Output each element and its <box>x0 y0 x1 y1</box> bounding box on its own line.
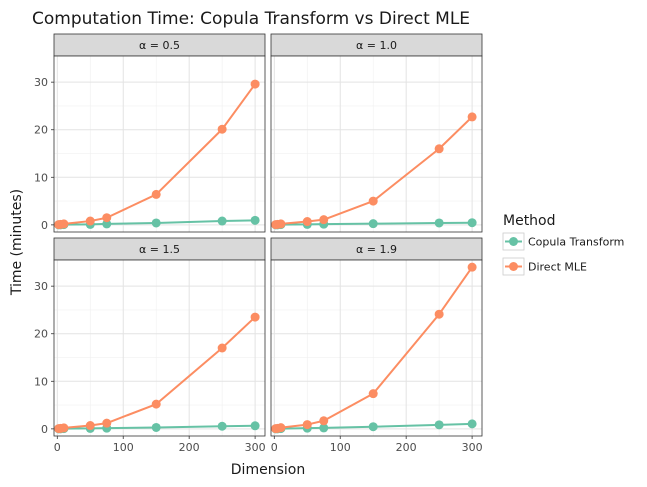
x-tick-label: 100 <box>113 441 134 454</box>
x-tick-label: 0 <box>271 441 278 454</box>
y-axis-title: Time (minutes) <box>9 189 25 296</box>
data-point <box>276 219 286 229</box>
data-point <box>250 312 260 322</box>
data-point <box>217 421 227 431</box>
data-point <box>368 196 378 206</box>
x-tick-label: 300 <box>462 441 483 454</box>
data-point <box>151 189 161 199</box>
facet-panel: α = 0.5 <box>53 33 266 233</box>
x-axes: 0 100 200 300 0 100 200 300 <box>54 436 483 454</box>
legend: Method Copula Transform Direct MLE <box>502 213 624 276</box>
data-point <box>217 216 227 226</box>
facet-panel: α = 1.9 <box>270 237 483 437</box>
data-point <box>467 419 477 429</box>
y-tick-label: 20 <box>34 328 48 341</box>
data-point <box>276 423 286 433</box>
panel-border <box>270 55 483 233</box>
facet-panel: α = 1.5 <box>53 237 266 437</box>
x-tick-label: 0 <box>54 441 61 454</box>
data-point <box>151 399 161 409</box>
data-point <box>319 215 329 225</box>
data-point <box>217 124 227 134</box>
facet-strip-label: α = 1.0 <box>356 39 397 52</box>
data-point <box>434 144 444 154</box>
data-point <box>59 423 69 433</box>
facet-panels: α = 0.5 α = 1.0 α = 1.5 α = 1.9 <box>53 33 483 437</box>
data-point <box>467 112 477 122</box>
legend-title: Method <box>503 213 556 229</box>
facet-strip-label: α = 1.9 <box>356 243 397 256</box>
legend-key-point <box>509 237 518 246</box>
x-tick-label: 300 <box>245 441 266 454</box>
data-point <box>319 423 329 433</box>
facet-strip-label: α = 0.5 <box>139 39 180 52</box>
data-point <box>368 219 378 229</box>
y-tick-label: 10 <box>34 171 48 184</box>
panel-border <box>53 259 266 437</box>
data-point <box>434 218 444 228</box>
data-point <box>434 420 444 430</box>
panel-background <box>54 56 265 232</box>
data-point <box>368 422 378 432</box>
data-point <box>302 217 312 227</box>
y-tick-label: 20 <box>34 124 48 137</box>
data-point <box>467 218 477 228</box>
data-point <box>250 79 260 89</box>
data-point <box>102 219 112 229</box>
y-tick-label: 30 <box>34 76 48 89</box>
y-axes: 0 10 20 30 0 10 20 30 <box>34 76 54 436</box>
data-point <box>85 216 95 226</box>
y-tick-label: 0 <box>41 423 48 436</box>
chart-title: Computation Time: Copula Transform vs Di… <box>32 9 470 29</box>
data-point <box>467 262 477 272</box>
legend-key-point <box>509 262 518 271</box>
y-tick-label: 30 <box>34 280 48 293</box>
data-point <box>250 215 260 225</box>
data-point <box>102 418 112 428</box>
facet-panel: α = 1.0 <box>270 33 483 233</box>
x-tick-label: 200 <box>396 441 417 454</box>
y-tick-label: 0 <box>41 219 48 232</box>
x-axis-title: Dimension <box>231 462 305 478</box>
data-point <box>217 343 227 353</box>
data-point <box>151 422 161 432</box>
data-point <box>102 213 112 223</box>
y-tick-label: 10 <box>34 375 48 388</box>
legend-key <box>502 232 525 251</box>
legend-key <box>502 257 525 276</box>
data-point <box>59 219 69 229</box>
panel-background <box>271 260 482 436</box>
data-point <box>319 416 329 426</box>
data-point <box>302 420 312 430</box>
panel-border <box>53 55 266 233</box>
data-point <box>368 389 378 399</box>
facet-strip-label: α = 1.5 <box>139 243 180 256</box>
legend-label: Direct MLE <box>528 261 587 274</box>
legend-label: Copula Transform <box>528 236 624 249</box>
x-tick-label: 100 <box>330 441 351 454</box>
data-point <box>434 309 444 319</box>
data-point <box>85 421 95 431</box>
data-point <box>151 218 161 228</box>
data-point <box>250 421 260 431</box>
panel-border <box>270 259 483 437</box>
x-tick-label: 200 <box>179 441 200 454</box>
